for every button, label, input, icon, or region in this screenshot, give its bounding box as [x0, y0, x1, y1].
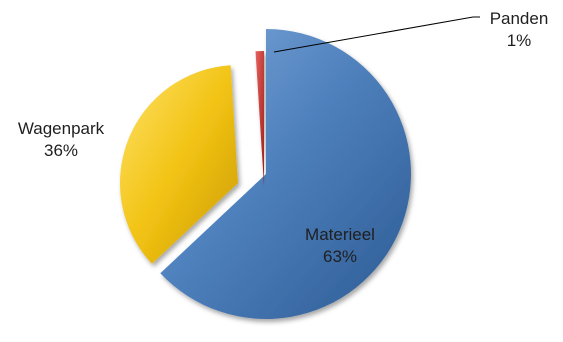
pie-slice-panden	[255, 51, 264, 186]
data-label-category: Wagenpark	[18, 119, 105, 138]
data-label-wagenpark: Wagenpark 36%	[18, 119, 105, 160]
data-label-percent: 63%	[323, 247, 357, 266]
pie-slices	[119, 29, 411, 319]
pie-slice-wagenpark	[119, 65, 238, 264]
pie-slice-materieel	[160, 29, 411, 319]
data-label-materieel: Materieel 63%	[305, 225, 375, 266]
data-label-category: Panden	[490, 9, 549, 28]
leader-line-panden	[273, 16, 480, 53]
data-label-category: Materieel	[305, 225, 375, 244]
data-label-panden: Panden 1%	[490, 9, 549, 50]
data-label-percent: 36%	[44, 141, 78, 160]
data-label-percent: 1%	[507, 31, 532, 50]
pie-labels: Materieel 63% Wagenpark 36% Panden 1%	[18, 9, 548, 266]
